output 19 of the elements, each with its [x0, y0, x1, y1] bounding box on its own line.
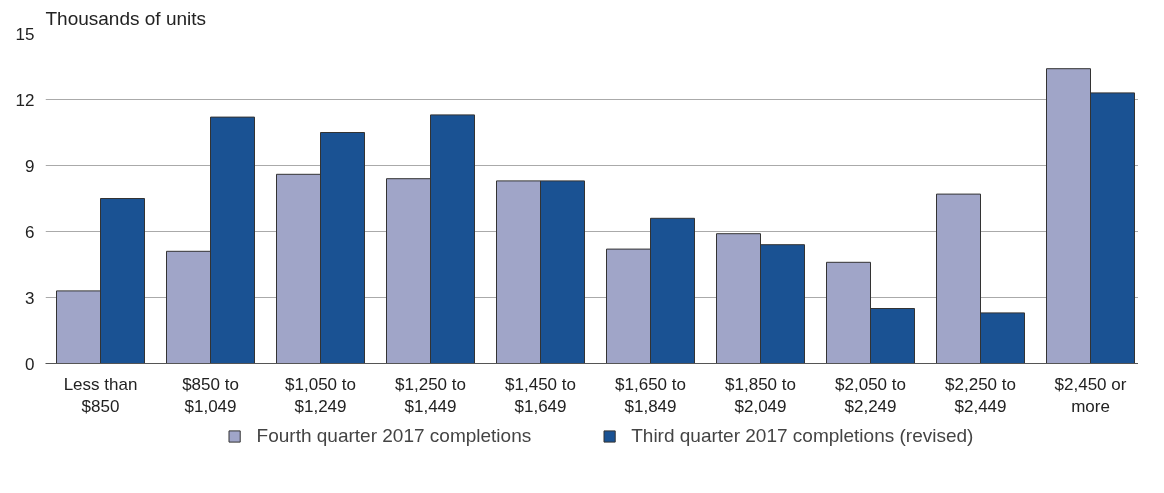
y-tick-label: 3: [25, 288, 35, 308]
y-tick-label: 15: [15, 24, 35, 44]
x-tick-label: $2,250 to $2,449: [945, 374, 1016, 417]
y-tick-label: 6: [25, 222, 35, 242]
legend-label: Third quarter 2017 completions (revised): [631, 425, 974, 447]
x-tick-label: $1,850 to $2,049: [725, 374, 796, 417]
x-tick-label: $1,450 to $1,649: [505, 374, 576, 417]
x-tick-label: $2,450 or more: [1054, 374, 1127, 417]
legend-label: Fourth quarter 2017 completions: [256, 425, 532, 447]
x-tick-label: Less than $850: [63, 374, 138, 417]
x-tick-label: $850 to $1,049: [182, 374, 239, 417]
x-tick-label: $2,050 to $2,249: [835, 374, 906, 417]
y-tick-label: 12: [15, 90, 35, 110]
y-axis-title: Thousands of units: [45, 7, 207, 29]
x-tick-label: $1,050 to $1,249: [285, 374, 356, 417]
y-tick-label: 9: [25, 156, 35, 176]
y-tick-label: 0: [25, 354, 35, 374]
x-tick-label: $1,250 to $1,449: [395, 374, 466, 417]
x-tick-label: $1,650 to $1,849: [615, 374, 686, 417]
